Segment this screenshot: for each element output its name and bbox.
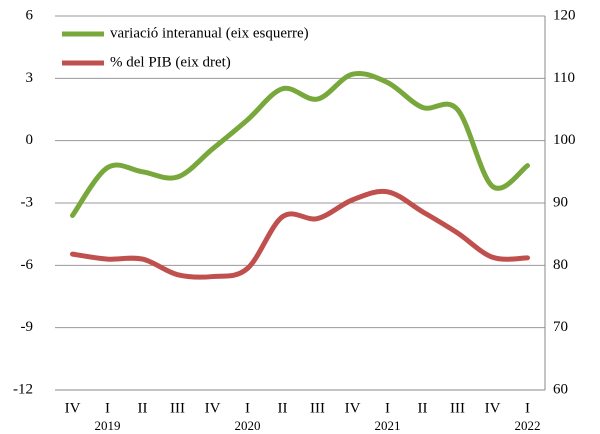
x-tick-label: IV xyxy=(485,400,501,416)
y-tick-label: -3 xyxy=(21,194,34,210)
y-tick-label: 6 xyxy=(26,7,34,23)
y-tick-label: 0 xyxy=(26,132,34,148)
year-label: 2019 xyxy=(95,418,121,433)
x-tick-label: III xyxy=(310,400,325,416)
y2-tick-label: 70 xyxy=(553,319,568,335)
year-label: 2021 xyxy=(375,418,401,433)
x-tick-label: III xyxy=(170,400,185,416)
y2-tick-label: 120 xyxy=(553,7,576,23)
x-tick-label: IV xyxy=(205,400,221,416)
y2-tick-label: 80 xyxy=(553,257,568,273)
x-tick-label: II xyxy=(418,400,428,416)
x-tick-label: I xyxy=(385,400,390,416)
y2-tick-label: 100 xyxy=(553,132,576,148)
x-tick-label: IV xyxy=(65,400,81,416)
x-tick-label: III xyxy=(450,400,465,416)
year-label: 2020 xyxy=(235,418,261,433)
x-tick-label: I xyxy=(105,400,110,416)
x-tick-label: II xyxy=(278,400,288,416)
y2-tick-label: 110 xyxy=(553,70,575,86)
legend-label: variació interanual (eix esquerre) xyxy=(110,25,309,41)
x-tick-label: I xyxy=(245,400,250,416)
y-tick-label: -12 xyxy=(13,381,33,397)
y-tick-label: -6 xyxy=(21,257,34,273)
x-tick-label: IV xyxy=(345,400,361,416)
x-tick-label: I xyxy=(525,400,530,416)
x-tick-label: II xyxy=(138,400,148,416)
legend-label: % del PIB (eix dret) xyxy=(110,54,231,70)
y2-tick-label: 60 xyxy=(553,381,568,397)
y2-tick-label: 90 xyxy=(553,194,568,210)
series-line xyxy=(70,188,530,280)
series-line xyxy=(70,71,530,218)
y-tick-label: -9 xyxy=(21,319,34,335)
y-tick-label: 3 xyxy=(26,70,34,86)
year-label: 2022 xyxy=(515,418,541,433)
